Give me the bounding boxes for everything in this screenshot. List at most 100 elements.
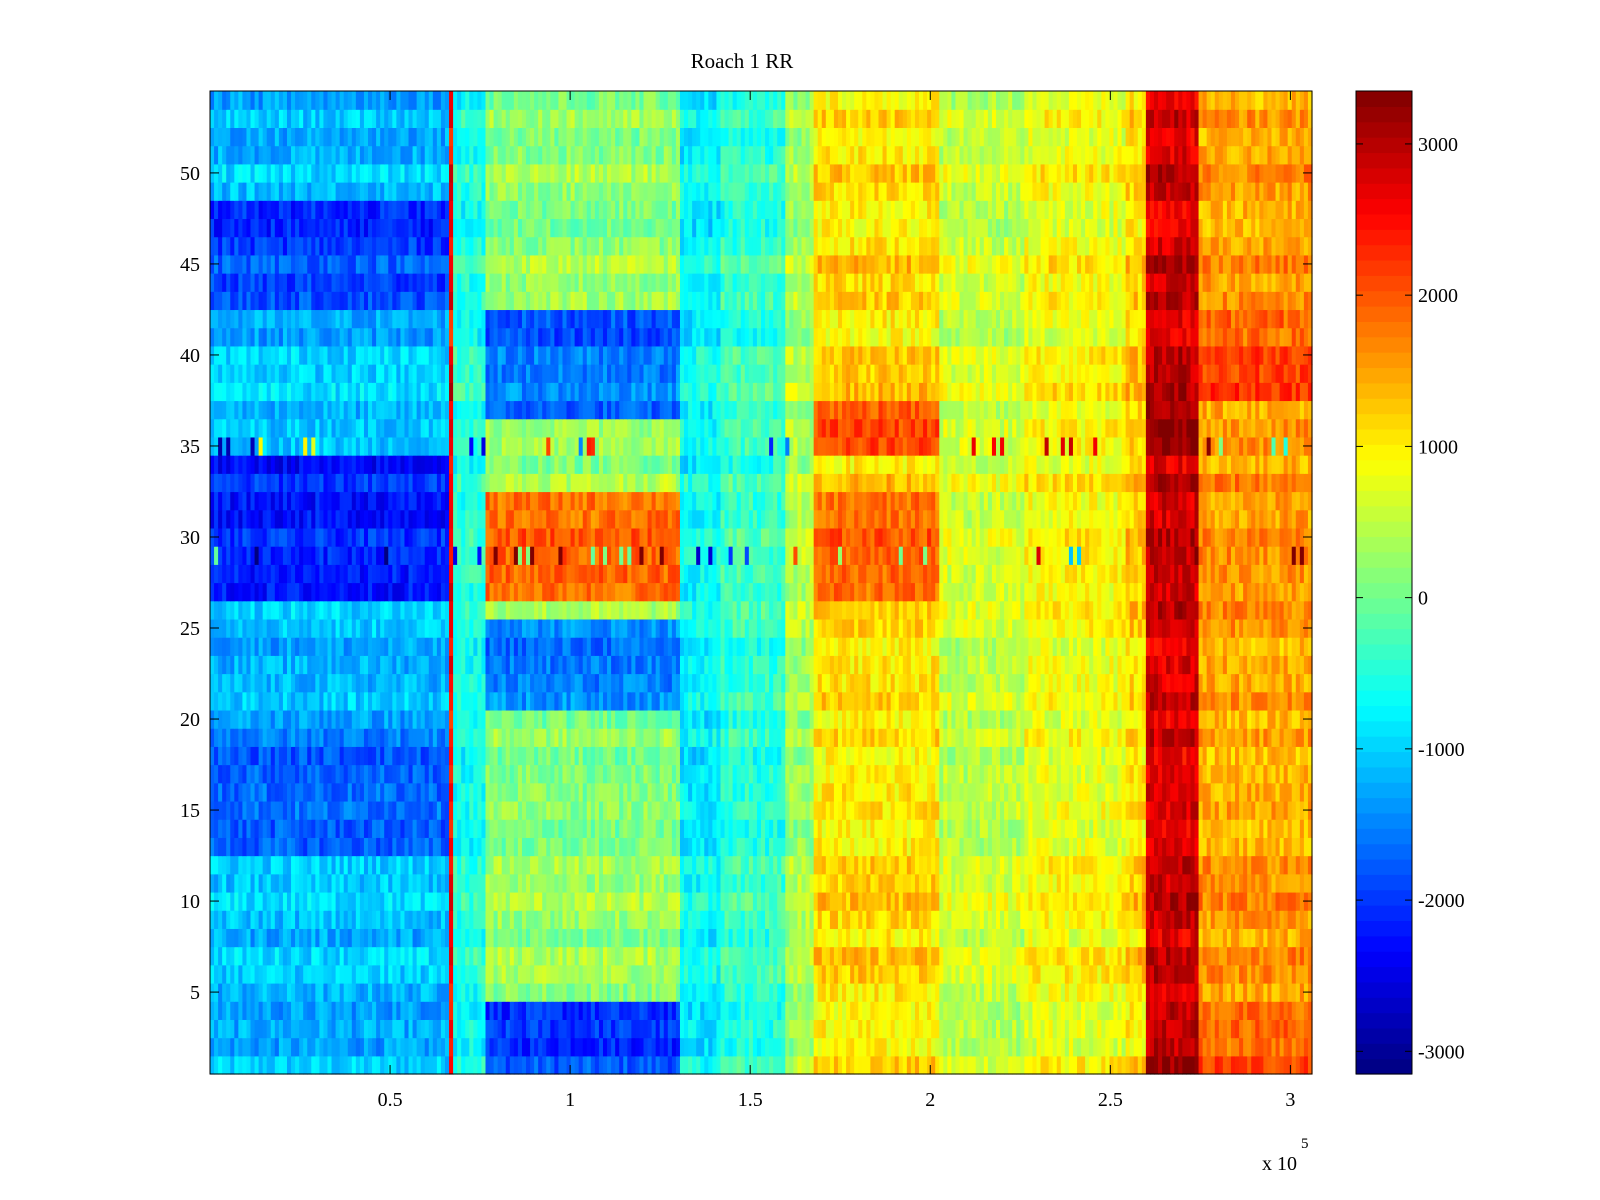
heatmap-cell — [396, 855, 402, 875]
heatmap-cell — [951, 782, 957, 802]
heatmap-cell — [894, 855, 900, 875]
heatmap-cell — [1020, 819, 1025, 838]
heatmap-cell — [355, 964, 361, 984]
heatmap-cell — [777, 855, 782, 875]
heatmap-cell — [1145, 910, 1151, 929]
heatmap-cell — [1267, 1001, 1273, 1020]
heatmap-cell — [651, 1055, 657, 1075]
heatmap-cell — [327, 891, 333, 911]
heatmap-cell — [902, 982, 908, 1002]
heatmap-cell — [1182, 891, 1187, 911]
heatmap-cell — [453, 873, 458, 893]
heatmap-cell — [959, 873, 965, 893]
heatmap-cell — [501, 928, 507, 948]
heatmap-cell — [874, 873, 880, 893]
heatmap-cell — [935, 910, 940, 929]
heatmap-cell — [1263, 946, 1269, 966]
heatmap-cell — [773, 946, 778, 966]
heatmap-cell — [805, 782, 811, 802]
heatmap-cell — [1109, 855, 1115, 875]
heatmap-cell — [1295, 1019, 1301, 1039]
heatmap-cell — [380, 728, 385, 747]
heatmap-cell — [1275, 1019, 1281, 1039]
heatmap-cell — [639, 1019, 645, 1039]
heatmap-cell — [870, 891, 876, 911]
heatmap-cell — [416, 964, 422, 984]
heatmap-cell — [534, 855, 539, 875]
heatmap-cell — [416, 746, 422, 766]
heatmap-cell — [303, 1001, 308, 1020]
heatmap-cell — [295, 819, 300, 838]
heatmap-cell — [1113, 1055, 1119, 1075]
heatmap-cell — [376, 910, 381, 929]
heatmap-cell — [939, 891, 944, 911]
heatmap-cell — [675, 855, 681, 875]
heatmap-cell — [671, 1055, 677, 1075]
heatmap-cell — [862, 746, 867, 766]
heatmap-cell — [692, 746, 697, 766]
heatmap-cell — [521, 964, 527, 984]
heatmap-cell — [363, 728, 369, 747]
heatmap-cell — [1275, 800, 1281, 820]
heatmap-cell — [416, 837, 422, 857]
heatmap-cell — [1125, 1037, 1131, 1057]
heatmap-cell — [1105, 800, 1111, 820]
heatmap-cell — [837, 819, 843, 838]
heatmap-cell — [363, 910, 369, 929]
heatmap-cell — [866, 1001, 871, 1020]
heatmap-cell — [607, 819, 612, 838]
heatmap-cell — [692, 764, 697, 784]
heatmap-cell — [351, 964, 357, 984]
heatmap-cell — [501, 746, 507, 766]
heatmap-cell — [967, 746, 973, 766]
heatmap-cell — [854, 891, 859, 911]
heatmap-cell — [210, 728, 215, 747]
heatmap-cell — [931, 819, 936, 838]
heatmap-cell — [1064, 946, 1070, 966]
heatmap-cell — [1218, 782, 1224, 802]
heatmap-cell — [821, 782, 827, 802]
heatmap-cell — [789, 1037, 795, 1057]
heatmap-cell — [1170, 746, 1175, 766]
heatmap-cell — [781, 910, 786, 929]
heatmap-cell — [566, 910, 572, 929]
heatmap-cell — [372, 837, 377, 857]
heatmap-cell — [837, 873, 843, 893]
heatmap-cell — [315, 837, 320, 857]
heatmap-cell — [1117, 891, 1123, 911]
heatmap-cell — [226, 728, 231, 747]
heatmap-cell — [295, 982, 300, 1002]
heatmap-cell — [1283, 873, 1289, 893]
heatmap-cell — [720, 800, 726, 820]
heatmap-cell — [440, 819, 446, 838]
heatmap-cell — [380, 764, 385, 784]
heatmap-cell — [651, 764, 657, 784]
heatmap-cell — [679, 1001, 685, 1020]
heatmap-cell — [736, 873, 742, 893]
heatmap-cell — [351, 982, 357, 1002]
heatmap-cell — [1113, 964, 1119, 984]
heatmap-cell — [931, 800, 936, 820]
heatmap-cell — [396, 1001, 402, 1020]
heatmap-cell — [927, 964, 932, 984]
heatmap-cell — [931, 982, 936, 1002]
heatmap-cell — [740, 1019, 746, 1039]
heatmap-cell — [319, 910, 325, 929]
heatmap-cell — [457, 982, 462, 1002]
heatmap-cell — [979, 1037, 985, 1057]
heatmap-cell — [1097, 928, 1102, 948]
heatmap-cell — [1162, 1019, 1167, 1039]
heatmap-cell — [1093, 746, 1098, 766]
heatmap-cell — [825, 782, 831, 802]
heatmap-cell — [724, 982, 730, 1002]
heatmap-cell — [396, 910, 402, 929]
heatmap-cell — [1259, 964, 1264, 984]
heatmap-cell — [688, 946, 693, 966]
heatmap-cell — [388, 1019, 393, 1039]
heatmap-cell — [894, 1001, 900, 1020]
heatmap-cell — [854, 928, 859, 948]
heatmap-cell — [801, 1001, 807, 1020]
heatmap-cell — [1000, 873, 1005, 893]
heatmap-cell — [1028, 946, 1034, 966]
heatmap-cell — [817, 928, 823, 948]
